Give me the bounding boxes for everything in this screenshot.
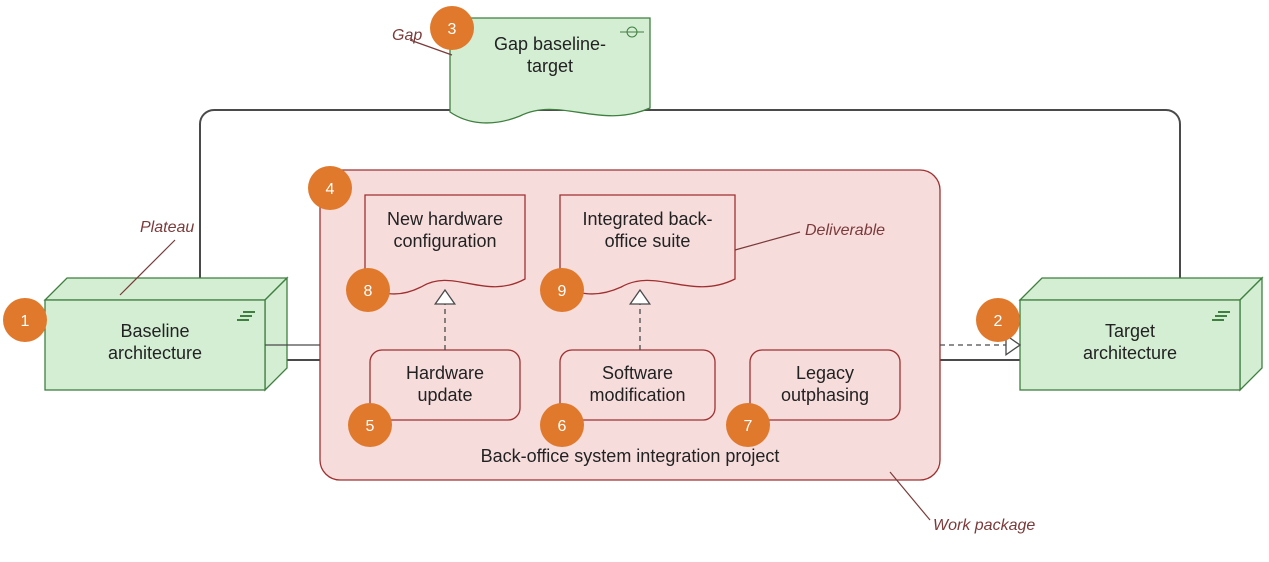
badge-5-number: 5 xyxy=(366,418,375,435)
badge-9-number: 9 xyxy=(558,283,567,300)
badge-7-number: 7 xyxy=(744,418,753,435)
badge-8-number: 8 xyxy=(364,283,373,300)
annotation-deliverable-label: Deliverable xyxy=(805,222,885,239)
badge-4-number: 4 xyxy=(326,181,335,198)
annotation-workpackage-label: Work package xyxy=(933,517,1035,534)
badge-2-number: 2 xyxy=(994,313,1003,330)
workpackage-outer-label: Back-office system integration project xyxy=(481,446,780,466)
baseline-plateau-top xyxy=(45,278,287,300)
badge-6-number: 6 xyxy=(558,418,567,435)
annotation-gap-label: Gap xyxy=(392,27,422,44)
annotation-plateau-label: Plateau xyxy=(140,219,194,236)
badge-3-number: 3 xyxy=(448,21,457,38)
badge-1-number: 1 xyxy=(21,313,30,330)
target-plateau-top xyxy=(1020,278,1262,300)
